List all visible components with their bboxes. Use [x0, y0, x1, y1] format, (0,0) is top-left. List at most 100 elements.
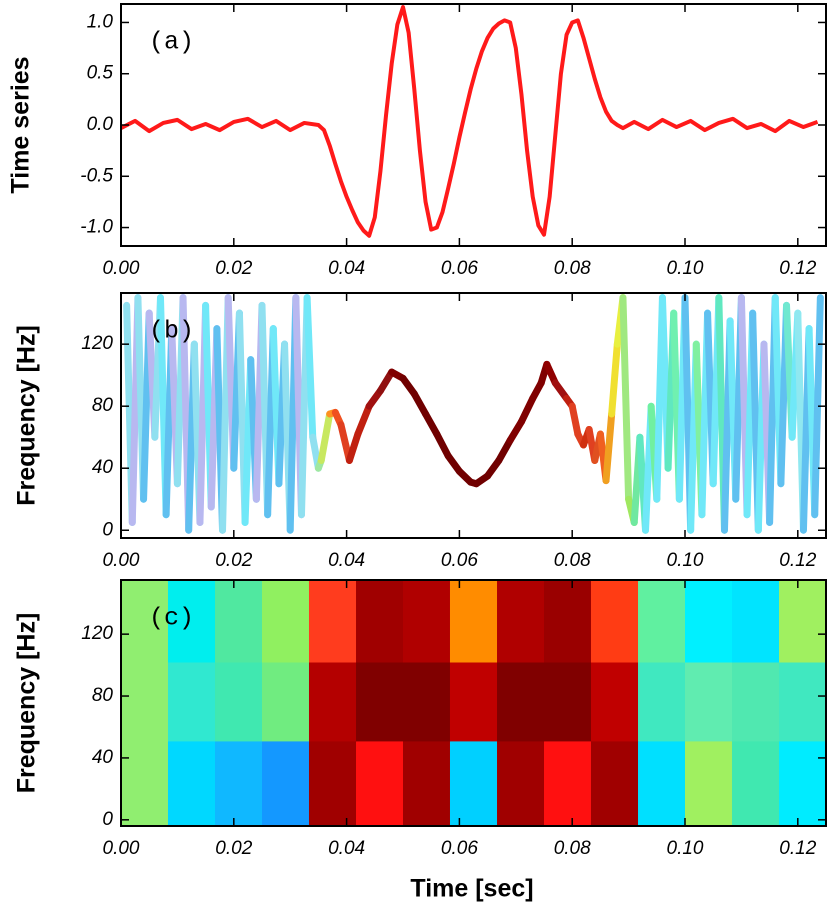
- spectrogram-cell: [262, 662, 310, 742]
- spectrogram-cell: [590, 662, 639, 742]
- x-tick-label: 0.10: [667, 838, 704, 859]
- frequency-segment: [608, 340, 621, 418]
- panel: 0.00 0.02 0.04 0.06 0.08 0.10 0.12 0 40 80 120 Freq…: [13, 292, 827, 571]
- frequency-segment: [602, 410, 616, 485]
- panel-label: (a): [149, 28, 194, 57]
- frequency-segment: [410, 390, 430, 418]
- frequency-segment: [433, 430, 452, 460]
- spectrogram-cell: [497, 662, 545, 742]
- x-tick-label: 0.06: [441, 550, 478, 571]
- spectrogram-cell: [121, 740, 169, 826]
- spectrogram-cell: [403, 662, 451, 742]
- spectrogram-cell: [731, 740, 780, 826]
- spectrogram-cell: [590, 740, 639, 826]
- spectrogram-cell: [779, 580, 826, 663]
- spectrogram-cell: [685, 580, 733, 663]
- spectrogram-cell: [731, 662, 780, 742]
- plot-frame: [120, 292, 827, 539]
- spectrogram-cell: [544, 740, 592, 826]
- spectrogram-cell: [449, 740, 498, 826]
- x-tick-label: 0.06: [441, 258, 478, 279]
- x-tick-label: 0.10: [667, 258, 704, 279]
- x-tick-label: 0.08: [554, 838, 591, 859]
- spectrogram-cell: [590, 580, 639, 663]
- plot-area: [121, 5, 819, 238]
- spectrogram-cell: [731, 580, 780, 663]
- frequency-segment: [506, 418, 525, 444]
- spectrogram-cell: [308, 740, 357, 826]
- spectrogram-cell: [449, 662, 498, 742]
- x-tick-label: 0.08: [554, 258, 591, 279]
- x-tick-label: 0.00: [103, 838, 140, 859]
- plot-frame: [120, 579, 827, 827]
- spectrogram-cell: [356, 580, 404, 663]
- y-tick-label: 1.0: [87, 11, 114, 32]
- frequency-segment: [422, 410, 441, 438]
- y-tick-label: 40: [92, 747, 114, 768]
- frequency-segment: [517, 394, 537, 426]
- spectrogram-cell: [779, 740, 826, 826]
- spectrogram-cell: [167, 580, 216, 663]
- spectrogram-cell: [262, 740, 310, 826]
- x-tick-label: 0.04: [328, 838, 365, 859]
- x-tick-label: 0.04: [328, 258, 365, 279]
- x-tick-label: 0.12: [779, 550, 816, 571]
- frequency-segment: [811, 294, 824, 519]
- spectrogram-cell: [308, 580, 357, 663]
- frequency-segment: [495, 436, 514, 464]
- y-tick-label: 40: [92, 457, 114, 478]
- spectrogram-cell: [356, 740, 404, 826]
- spectrogram-cell: [403, 740, 451, 826]
- spectrogram-cell: [215, 580, 263, 663]
- x-tick-label: 0.00: [103, 258, 140, 279]
- y-axis-title: Time series: [7, 56, 35, 193]
- panel: 0.00 0.02 0.04 0.06 0.08 0.10 0.12 1.0 0.5 0.0 -0.…: [7, 3, 827, 279]
- y-tick-label: 80: [92, 685, 114, 706]
- spectrogram-cell: [215, 662, 263, 742]
- plot-area: [123, 294, 824, 534]
- plot-area: [121, 580, 826, 826]
- frequency-segment: [317, 410, 334, 464]
- y-tick-label: 0.0: [87, 114, 114, 135]
- y-axis-title: Frequency [Hz]: [13, 325, 41, 506]
- x-tick-label: 0.02: [215, 258, 252, 279]
- y-tick-label: -0.5: [80, 165, 113, 186]
- spectrogram-cell: [685, 740, 733, 826]
- y-tick-label: 120: [81, 333, 113, 354]
- spectrogram-cell: [497, 580, 545, 663]
- spectrogram-cell: [544, 662, 592, 742]
- y-tick-label: 80: [92, 395, 114, 416]
- spectrogram-cell: [497, 740, 545, 826]
- x-tick-label: 0.04: [328, 550, 365, 571]
- panel-label: (b): [149, 317, 194, 346]
- spectrogram-cell: [685, 662, 733, 742]
- x-axis-title: Time [sec]: [410, 875, 533, 903]
- spectrogram-cell: [167, 740, 216, 826]
- frequency-segment: [619, 294, 633, 503]
- frequency-segment: [568, 402, 582, 438]
- frequency-segment: [354, 402, 373, 438]
- x-tick-label: 0.10: [667, 550, 704, 571]
- frequency-segment: [376, 368, 396, 395]
- panel-label: (c): [149, 604, 194, 633]
- x-tick-label: 0.12: [779, 838, 816, 859]
- spectrogram-cell: [356, 662, 404, 742]
- frequency-segment: [303, 294, 317, 441]
- panel: 0.00 0.02 0.04 0.06 0.08 0.10 0.12 0 40 80 120 Freq…: [13, 579, 827, 859]
- frequency-segment: [345, 430, 362, 464]
- spectrogram-cell: [308, 662, 357, 742]
- spectrogram-cell: [779, 662, 826, 742]
- y-tick-label: 0: [102, 809, 113, 830]
- spectrogram-cell: [121, 580, 169, 663]
- spectrogram-cell: [449, 580, 498, 663]
- spectrogram-cell: [638, 662, 686, 742]
- x-tick-label: 0.06: [441, 838, 478, 859]
- y-tick-label: 120: [81, 623, 113, 644]
- x-tick-label: 0.08: [554, 550, 591, 571]
- y-axis-title: Frequency [Hz]: [13, 613, 41, 794]
- spectrogram-cell: [262, 580, 310, 663]
- spectrogram-cell: [215, 740, 263, 826]
- y-tick-label: 0.5: [87, 63, 114, 84]
- time-series-line: [121, 5, 819, 238]
- spectrogram-cell: [544, 580, 592, 663]
